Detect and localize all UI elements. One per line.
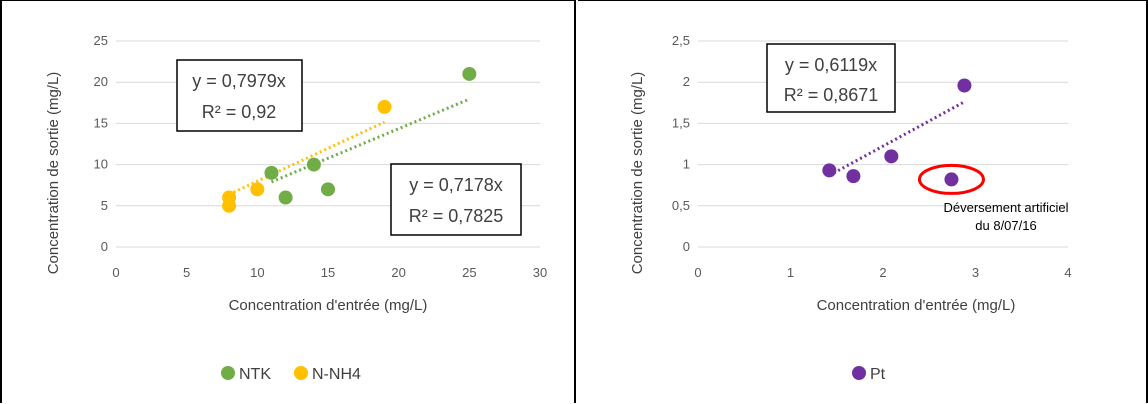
data-point-nnh4	[377, 99, 392, 114]
data-point-pt	[884, 149, 899, 164]
data-point-nnh4	[222, 198, 237, 213]
trendline-nnh4	[228, 120, 386, 196]
data-point-ntk	[462, 66, 477, 81]
y-tick-label: 2,5	[672, 33, 690, 48]
y-tick-label: 0	[101, 239, 108, 254]
pt-r2: R² = 0,8671	[784, 85, 879, 105]
x-tick-labels: 0 5 10 15 20 25 30	[112, 265, 547, 280]
data-point-pt	[822, 163, 837, 178]
trendline-pt	[828, 100, 966, 177]
x-tick-label: 25	[462, 265, 476, 280]
y-tick-label: 25	[94, 33, 108, 48]
y-tick-label: 1	[683, 157, 690, 172]
data-point-ntk	[278, 190, 293, 205]
nnh4-r2: R² = 0,92	[202, 102, 277, 122]
ntk-nnh4-scatter-chart: 0 5 10 15 20 25 30 0 5 10 15 20 25 Concentration d'…	[45, 33, 547, 383]
trendline-ntk	[270, 97, 470, 184]
legend-label-pt: Pt	[870, 366, 886, 383]
ntk-equation: y = 0,7178x	[409, 175, 503, 195]
x-tick-label: 2	[879, 265, 886, 280]
x-axis-title: Concentration d'entrée (mg/L)	[229, 297, 428, 314]
y-axis-title: Concentration de sortie (mg/L)	[45, 72, 62, 275]
highlight-note-line2: du 8/07/16	[975, 218, 1036, 233]
x-axis-title: Concentration d'entrée (mg/L)	[817, 297, 1016, 314]
x-tick-label: 4	[1064, 265, 1071, 280]
data-point-pt	[957, 78, 972, 93]
legend-marker-nnh4	[294, 366, 308, 380]
pt-scatter-chart: 0 1 2 3 4 0 0,5 1 1,5 2 2,5 Concentration d'entré…	[629, 33, 1072, 383]
y-tick-labels: 0 5 10 15 20 25	[94, 33, 108, 254]
y-tick-label: 0	[683, 239, 690, 254]
ntk-r2: R² = 0,7825	[409, 206, 504, 226]
x-tick-label: 15	[321, 265, 335, 280]
y-tick-label: 2	[683, 74, 690, 89]
trendlines	[828, 100, 966, 177]
highlight-annotation: Déversement artificiel du 8/07/16	[917, 163, 1069, 233]
x-tick-label: 10	[250, 265, 264, 280]
highlight-ellipse	[917, 163, 985, 195]
y-axis-title: Concentration de sortie (mg/L)	[629, 72, 646, 275]
data-point-ntk	[264, 165, 279, 180]
x-tick-label: 20	[391, 265, 405, 280]
legend: NTK N-NH4	[221, 366, 361, 383]
x-tick-label: 1	[787, 265, 794, 280]
legend-marker-pt	[852, 366, 866, 380]
data-point-pt	[846, 169, 861, 184]
x-tick-label: 3	[972, 265, 979, 280]
pt-equation: y = 0,6119x	[785, 55, 877, 75]
legend-label-nnh4: N-NH4	[312, 366, 361, 383]
highlight-note-line1: Déversement artificiel	[944, 200, 1069, 215]
x-tick-label: 0	[112, 265, 119, 280]
right-chart-panel: 0 1 2 3 4 0 0,5 1 1,5 2 2,5 Concentration d'entré…	[578, 0, 1148, 403]
data-point-pt	[944, 172, 959, 187]
legend-label-ntk: NTK	[239, 366, 271, 383]
pt-equation-box: y = 0,6119x R² = 0,8671	[766, 43, 896, 113]
y-tick-label: 0,5	[672, 198, 690, 213]
y-tick-label: 10	[94, 157, 108, 172]
data-points	[222, 66, 477, 213]
nnh4-equation-box: y = 0,7979x R² = 0,92	[176, 59, 303, 132]
x-tick-label: 0	[694, 265, 701, 280]
data-point-ntk	[306, 157, 321, 172]
data-point-nnh4	[250, 182, 265, 197]
y-tick-label: 5	[101, 198, 108, 213]
legend: Pt	[852, 366, 886, 383]
data-points	[822, 78, 972, 187]
nnh4-equation: y = 0,7979x	[192, 71, 286, 91]
x-tick-label: 5	[183, 265, 190, 280]
trendlines	[228, 97, 470, 196]
y-tick-labels: 0 0,5 1 1,5 2 2,5	[672, 33, 690, 254]
data-point-ntk	[321, 182, 335, 197]
y-tick-label: 1,5	[672, 115, 690, 130]
x-tick-labels: 0 1 2 3 4	[694, 265, 1071, 280]
x-tick-label: 30	[533, 265, 547, 280]
legend-marker-ntk	[221, 366, 235, 380]
y-tick-label: 20	[94, 74, 108, 89]
ntk-equation-box: y = 0,7178x R² = 0,7825	[390, 163, 522, 236]
left-chart-panel: 0 5 10 15 20 25 30 0 5 10 15 20 25 Concentration d'…	[0, 0, 576, 403]
y-tick-label: 15	[94, 115, 108, 130]
